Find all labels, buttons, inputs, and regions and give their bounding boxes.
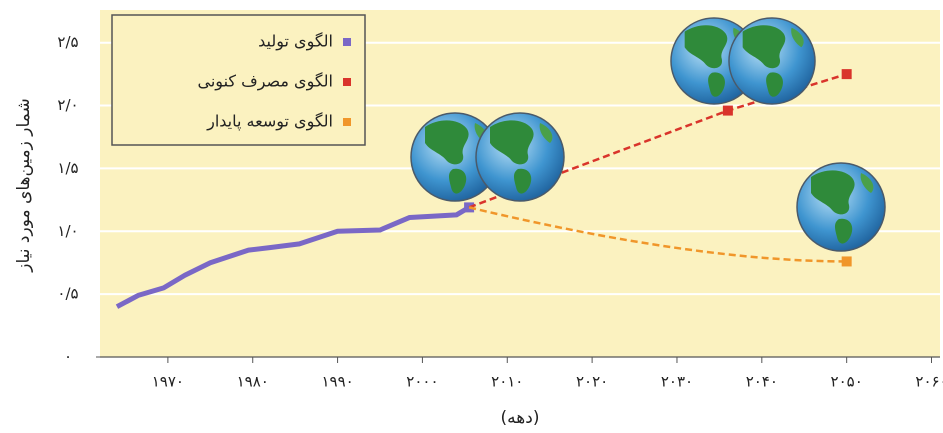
x-tick-label: ۲۰۴۰	[746, 373, 778, 391]
x-tick-label: ۲۰۵۰	[831, 373, 863, 391]
marker	[841, 256, 852, 267]
x-axis-title: (دهه)	[501, 408, 540, 428]
globe	[796, 162, 886, 252]
x-tick-label: ۱۹۸۰	[237, 373, 269, 391]
legend: الگوی تولید الگوی مصرف کنونی الگوی توسعه پ…	[111, 14, 366, 146]
globe	[728, 17, 816, 105]
series-line	[115, 205, 471, 309]
lines	[115, 69, 852, 309]
y-tick-label: ۰/۵	[57, 285, 78, 303]
x-tick-label: ۲۰۶۰	[915, 373, 943, 391]
y-tick-label: ۱/۵	[57, 159, 78, 177]
legend-swatch	[343, 118, 351, 126]
y-tick-label: ۲/۵	[57, 33, 78, 51]
y-tick-label: ۲/۰	[57, 96, 78, 114]
x-tick-label: ۲۰۱۰	[491, 373, 523, 391]
x-tick-label: ۲۰۰۰	[406, 373, 438, 391]
legend-label: الگوی توسعه پایدار	[206, 112, 333, 132]
y-tick-label: ۱/۰	[57, 222, 78, 240]
globe	[475, 112, 508, 202]
y-tick-label: ۰	[64, 348, 72, 366]
marker	[841, 69, 852, 80]
x-tick-label: ۱۹۷۰	[152, 373, 184, 391]
legend-swatch	[343, 38, 351, 46]
marker	[722, 105, 733, 116]
legend-swatch	[343, 78, 351, 86]
legend-label: الگوی تولید	[258, 32, 333, 52]
x-tick-label: ۲۰۲۰	[576, 373, 608, 391]
legend-box	[111, 14, 366, 146]
y-axis-title: شمار زمین‌های مورد نیاز	[14, 98, 34, 272]
legend-label: الگوی مصرف کنونی	[198, 72, 333, 92]
series-line	[468, 206, 847, 263]
x-tick-label: ۱۹۹۰	[321, 373, 353, 391]
x-tick-label: ۲۰۳۰	[661, 373, 693, 391]
